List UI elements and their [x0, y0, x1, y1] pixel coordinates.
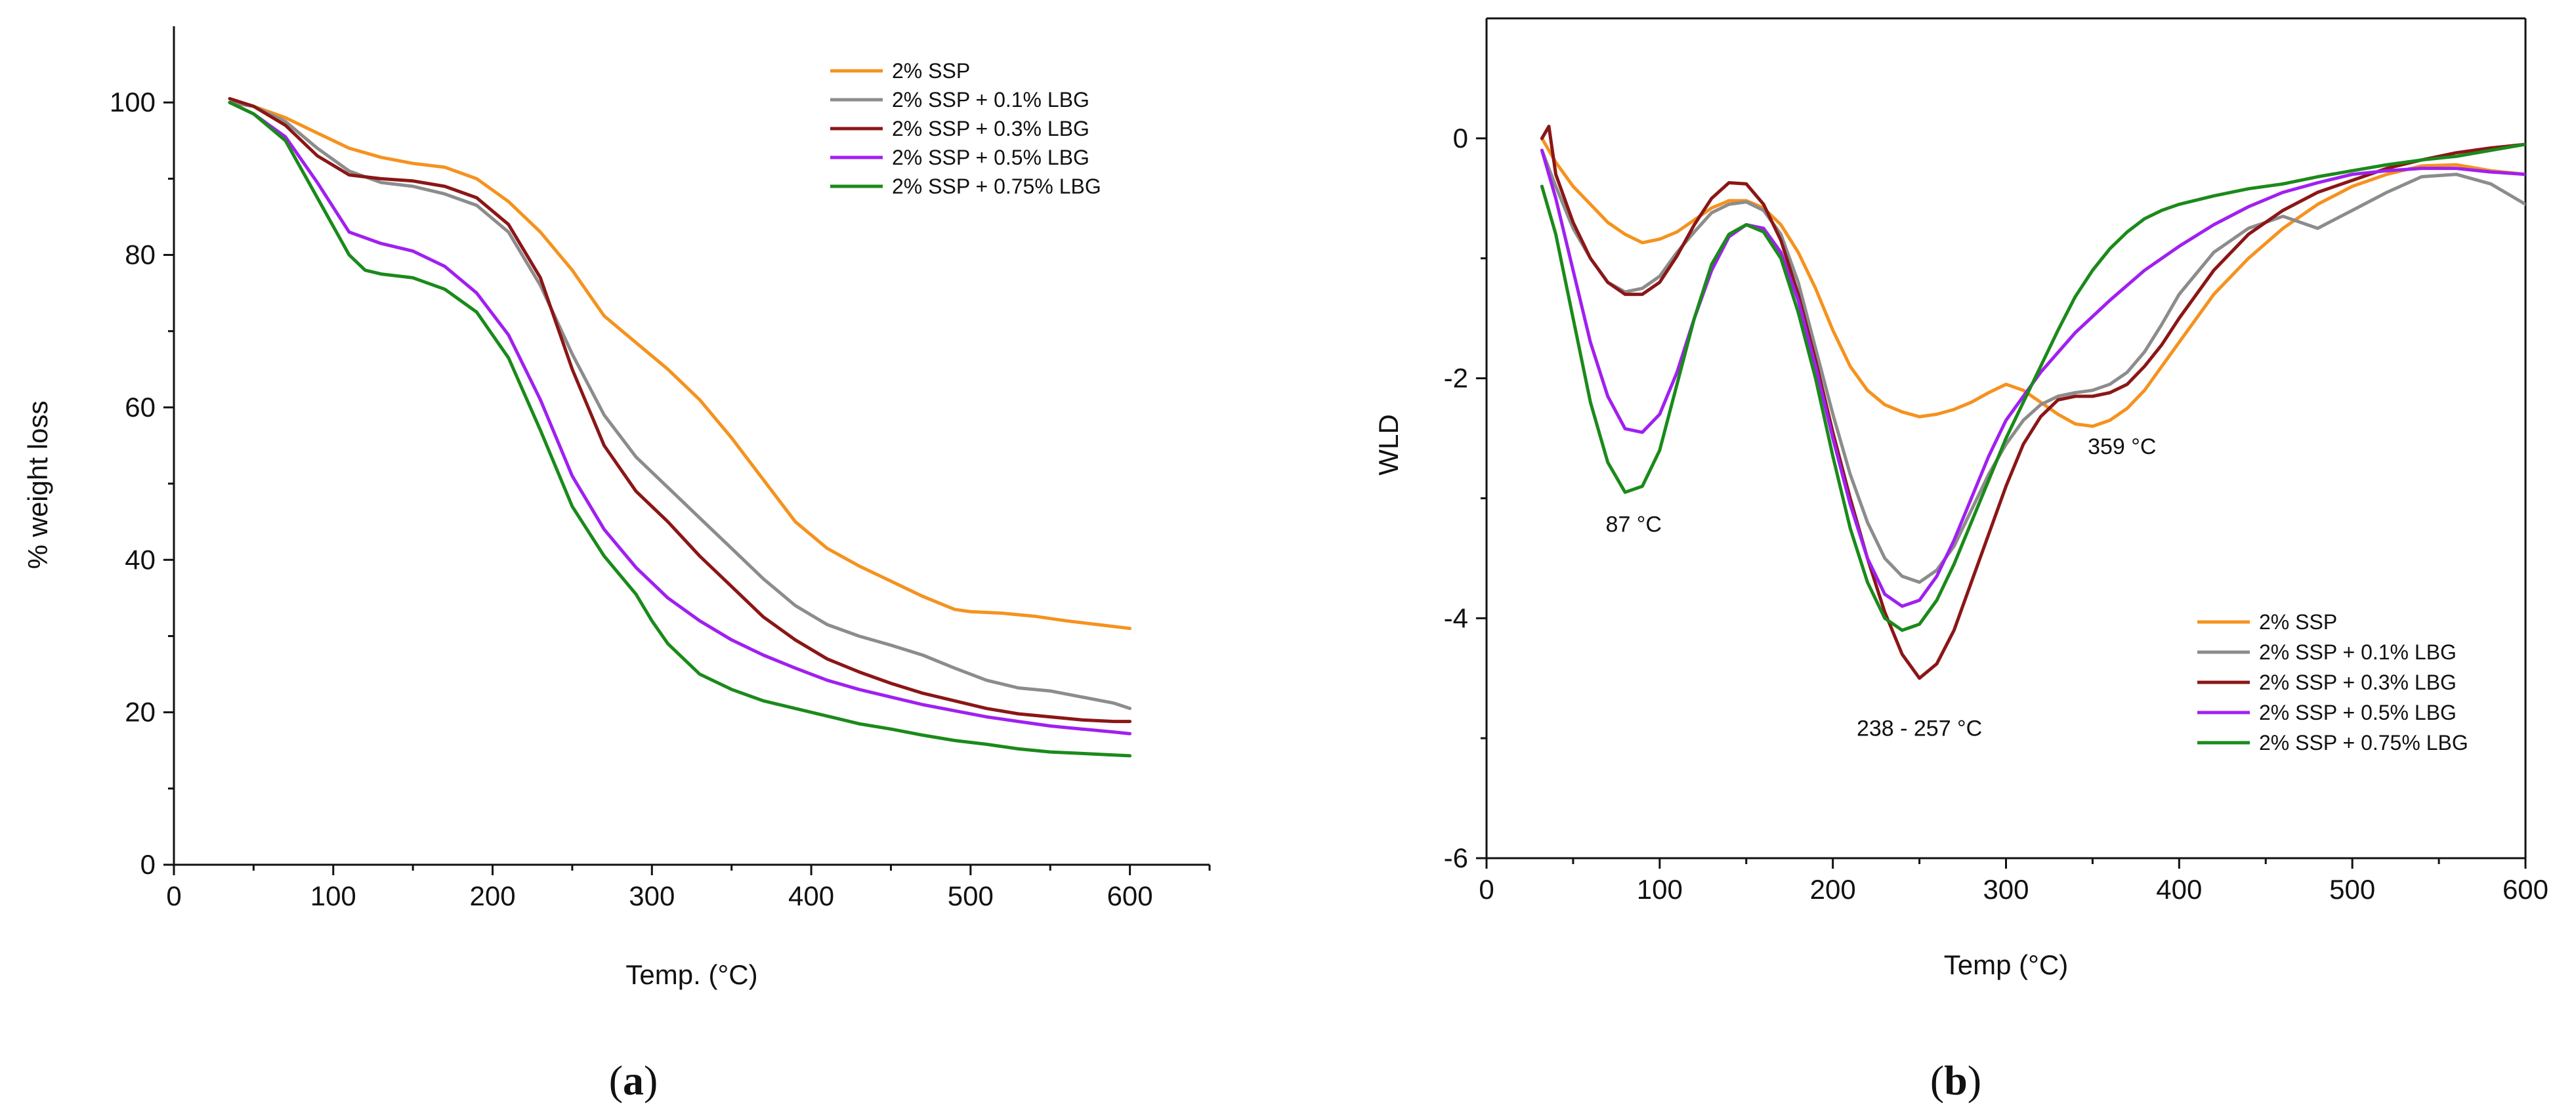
annotation-label: 87 °C: [1606, 512, 1662, 537]
legend-label-0: 2% SSP: [892, 59, 970, 83]
series-line-4: [1540, 142, 2525, 632]
legend-label-3: 2% SSP + 0.5% LBG: [2259, 701, 2457, 724]
panel-letter: a: [623, 1057, 644, 1104]
x-tick-label: 500: [2329, 874, 2375, 905]
y-tick-label: 100: [110, 87, 156, 117]
series-line-4: [228, 100, 1132, 758]
x-tick-label: 200: [469, 880, 515, 911]
legend-label-1: 2% SSP + 0.1% LBG: [892, 88, 1089, 112]
x-tick-label: 0: [166, 880, 181, 911]
x-tick-label: 0: [1479, 874, 1494, 905]
legend-label-4: 2% SSP + 0.75% LBG: [2259, 731, 2468, 755]
chart-panel-b: 0 100 200 300 400 500 600 -6 -4 -2 0 Temp (°C) WLD 2%…: [1373, 17, 2548, 1104]
x-tick-label: 500: [948, 880, 994, 911]
y-tick-label: -4: [1444, 602, 1468, 633]
x-axis-label: Temp (°C): [1944, 949, 2068, 980]
series-line-3: [228, 100, 1132, 735]
x-tick-label: 600: [1107, 880, 1153, 911]
panel-letter: b: [1944, 1057, 1968, 1104]
y-axis-label: % weight loss: [22, 401, 53, 569]
y-tick-label: 80: [125, 239, 156, 270]
y-tick-label: 20: [125, 697, 156, 728]
legend-label-2: 2% SSP + 0.3% LBG: [2259, 671, 2457, 694]
panel-caption: (a): [609, 1057, 658, 1104]
panel-caption: (b): [1930, 1057, 1981, 1104]
legend-label-0: 2% SSP: [2259, 610, 2337, 634]
x-tick-label: 400: [788, 880, 834, 911]
y-axis-label: WLD: [1373, 414, 1404, 475]
x-tick-label: 600: [2502, 874, 2548, 905]
annotation-label: 238 - 257 °C: [1857, 716, 1982, 741]
x-tick-label: 300: [629, 880, 675, 911]
legend-label-2: 2% SSP + 0.3% LBG: [892, 117, 1089, 140]
series-line-1: [228, 100, 1132, 711]
x-tick-label: 300: [1983, 874, 2029, 905]
y-tick-label: -2: [1444, 363, 1468, 394]
legend-label-3: 2% SSP + 0.5% LBG: [892, 146, 1089, 169]
y-tick-label: 60: [125, 392, 156, 423]
x-axis-label: Temp. (°C): [625, 959, 757, 990]
legend-label-1: 2% SSP + 0.1% LBG: [2259, 640, 2457, 664]
series-line-0: [228, 100, 1132, 631]
chart-panel-a: 0 100 200 300 400 500 600 0 20 40 60 80 100 Temp. (°C…: [22, 26, 1211, 1104]
series-line-3: [1540, 148, 2525, 608]
legend: 2% SSP 2% SSP + 0.1% LBG 2% SSP + 0.3% LBG…: [830, 59, 1101, 198]
x-tick-label: 100: [1637, 874, 1683, 905]
annotation-label: 359 °C: [2088, 434, 2156, 459]
y-tick-label: 0: [140, 849, 156, 880]
y-tick-label: 0: [1453, 123, 1468, 154]
y-tick-label: 40: [125, 544, 156, 575]
series-line-1: [1540, 148, 2525, 584]
x-tick-label: 400: [2156, 874, 2202, 905]
legend-label-4: 2% SSP + 0.75% LBG: [892, 175, 1101, 198]
series-line-2: [1540, 125, 2525, 680]
series-line-2: [228, 96, 1132, 724]
series-line-0: [1540, 136, 2525, 428]
x-tick-label: 200: [1810, 874, 1856, 905]
legend: 2% SSP 2% SSP + 0.1% LBG 2% SSP + 0.3% LBG…: [2197, 610, 2468, 755]
x-tick-label: 100: [310, 880, 356, 911]
y-tick-label: -6: [1444, 842, 1468, 873]
